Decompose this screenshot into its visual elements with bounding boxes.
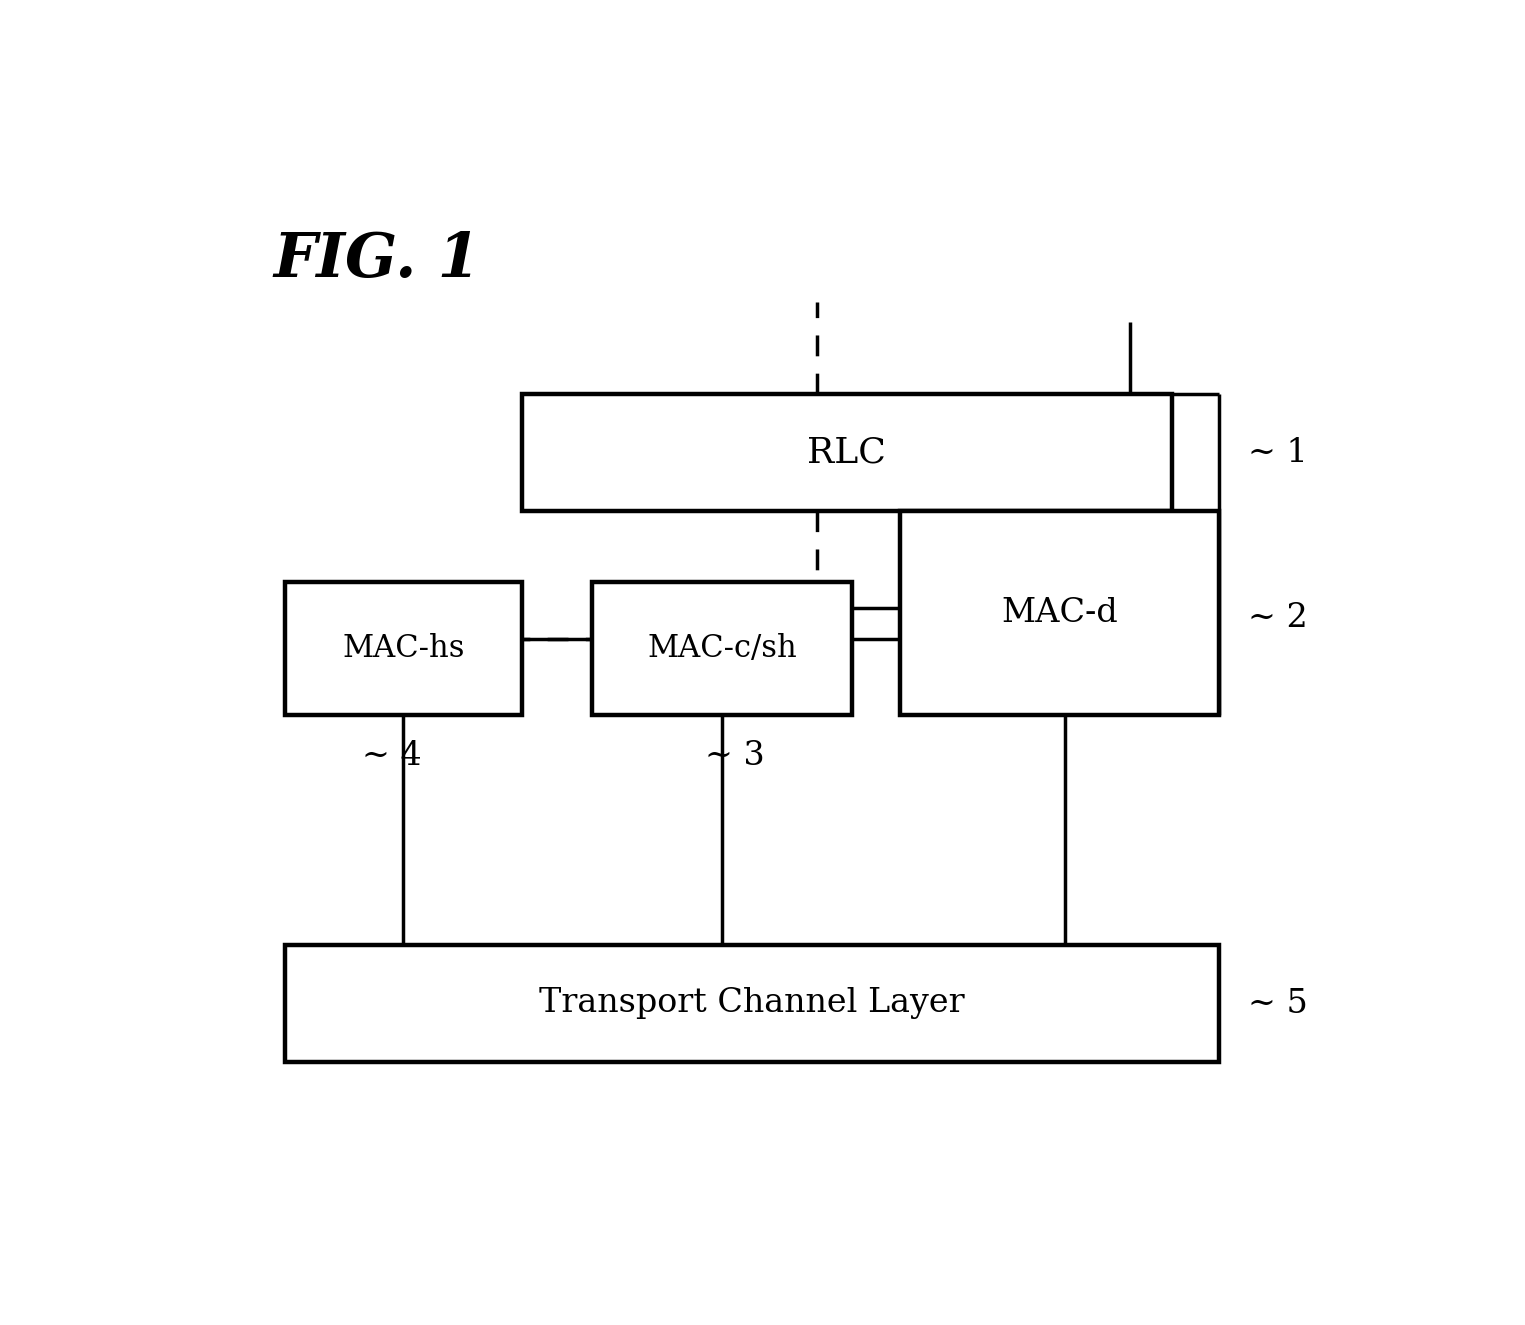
Text: MAC-c/sh: MAC-c/sh [648, 633, 798, 664]
Text: ~ 4: ~ 4 [361, 739, 421, 772]
Text: FIG. 1: FIG. 1 [273, 231, 480, 290]
Bar [285, 945, 1218, 1061]
Bar [285, 583, 522, 716]
Bar [593, 583, 852, 716]
Bar [522, 394, 1171, 511]
Text: MAC-d: MAC-d [1000, 598, 1118, 629]
Text: ~ 5: ~ 5 [1249, 987, 1308, 1020]
Text: ~ 1: ~ 1 [1249, 437, 1308, 469]
Text: MAC-hs: MAC-hs [342, 633, 465, 664]
Text: ~ 3: ~ 3 [705, 739, 764, 772]
Text: ~ 2: ~ 2 [1249, 602, 1308, 635]
Text: Transport Channel Layer: Transport Channel Layer [540, 987, 965, 1019]
Text: RLC: RLC [807, 436, 886, 469]
Bar [900, 511, 1218, 716]
